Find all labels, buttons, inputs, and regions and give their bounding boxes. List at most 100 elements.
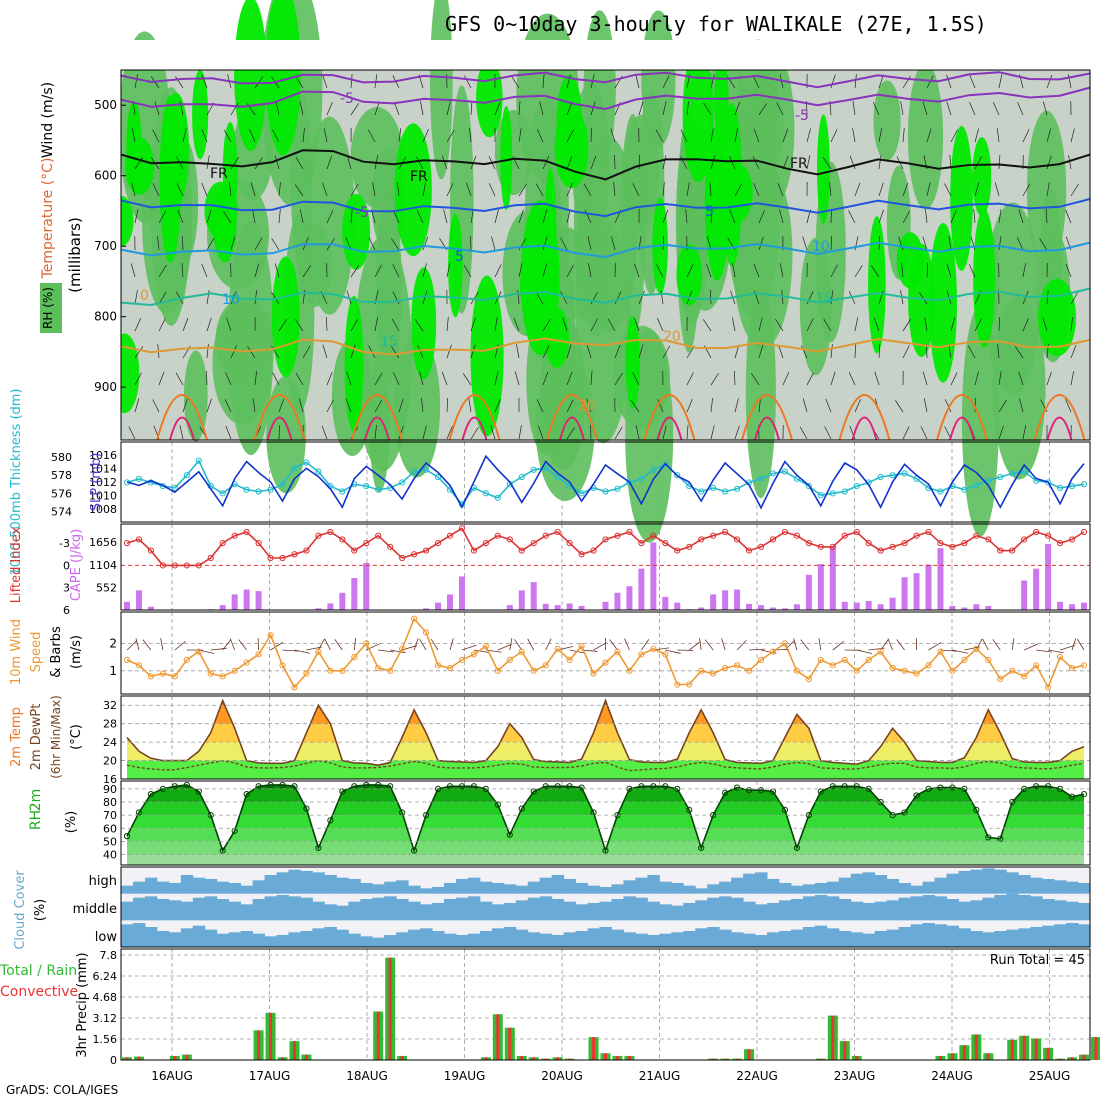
cloud-bar <box>958 928 970 947</box>
cloud-bar <box>946 926 958 947</box>
cloud-bar <box>1030 896 1042 920</box>
cloud-bar <box>719 930 731 947</box>
surface-wind-barb <box>897 640 905 650</box>
cape-bar <box>722 590 728 610</box>
cloud-bar <box>133 923 145 947</box>
surface-wind-barb <box>419 639 426 650</box>
cloud-bar <box>169 900 181 920</box>
cloud-bar <box>755 904 767 920</box>
rh-band <box>121 828 1090 841</box>
cloud-bar <box>875 902 887 921</box>
cloud-bar <box>145 896 157 920</box>
isotherm-label: 5 <box>455 249 464 265</box>
cape-bar <box>985 606 991 610</box>
surface-wind-barb <box>514 639 521 650</box>
cape-bar <box>579 606 585 610</box>
cloud-bar <box>1042 926 1054 947</box>
cloud-bar <box>600 927 612 947</box>
cloud-bar <box>982 868 994 893</box>
surface-wind-barb <box>143 640 151 650</box>
slp-panel-frame <box>121 442 1090 522</box>
cloud-bar <box>552 875 564 894</box>
mask-top <box>121 40 1092 70</box>
cloud-bar <box>564 932 576 947</box>
cloud-bar <box>516 930 528 947</box>
cloud-bar <box>277 872 289 893</box>
rh-tick: 40 <box>103 849 117 862</box>
thickness-tick: 576 <box>51 487 72 500</box>
cloud-bar <box>1006 930 1018 947</box>
cloud-bar <box>456 879 468 894</box>
cloud-bar <box>253 934 265 947</box>
precip-convective-bar <box>843 1041 846 1060</box>
thickness-tick: 578 <box>51 469 72 482</box>
cloud-bar <box>288 932 300 947</box>
precip-convective-bar <box>305 1055 308 1060</box>
cloud-bar <box>288 896 300 920</box>
cloud-bar <box>635 898 647 921</box>
bottom-day-label: 19AUG <box>444 1069 486 1083</box>
cloud-bar <box>695 928 707 947</box>
temperature-axis-label: Temperature (°C) <box>40 158 56 280</box>
cloud-bar <box>348 902 360 921</box>
rh-tick: 80 <box>103 796 117 809</box>
temp-tick: 20 <box>103 755 117 768</box>
cloud-bar <box>1078 883 1090 894</box>
precip-tick: 1.56 <box>93 1033 118 1046</box>
cloud-bar <box>205 930 217 947</box>
cloud-bar <box>432 931 444 947</box>
precip-convective-bar <box>604 1053 607 1060</box>
cloud-bar <box>791 899 803 920</box>
cloud-bar <box>994 931 1006 947</box>
precip-convective-bar <box>616 1056 619 1060</box>
isotherm-label: 10 <box>222 292 240 308</box>
cloud-bar <box>564 902 576 921</box>
cloud-bar <box>492 928 504 947</box>
cloud-bar <box>205 896 217 920</box>
precip-convective-bar <box>831 1016 834 1060</box>
cape-bar <box>363 563 369 610</box>
surface-wind-barb <box>952 650 967 653</box>
surface-wind-barb <box>888 639 893 650</box>
cloud-bar <box>635 878 647 894</box>
cape-bar <box>459 576 465 610</box>
cloud-bar <box>456 935 468 947</box>
cloud-bar <box>408 902 420 921</box>
surface-wind-barb <box>325 639 331 650</box>
cloud-bar <box>755 935 767 947</box>
cloud-bar <box>372 938 384 947</box>
cloud-bar <box>396 899 408 920</box>
cloud-bar <box>576 883 588 894</box>
rh-high-region <box>272 256 300 377</box>
surface-wind-barb <box>794 638 797 650</box>
cloud-bar <box>623 880 635 893</box>
rh-mid-region <box>873 80 900 160</box>
bottom-day-label: 16AUG <box>151 1069 193 1083</box>
cloud-bar <box>647 875 659 894</box>
cloud-bar <box>791 886 803 894</box>
wind10-axis-label: 10m Wind <box>9 619 24 685</box>
cloud-bar <box>312 872 324 893</box>
wind-tick: 1 <box>109 664 117 678</box>
cloud-bar <box>169 883 181 894</box>
cape-bar <box>124 602 130 610</box>
cape-axis-label: CAPE (J/kg) <box>69 529 84 601</box>
cloud-bar <box>420 928 432 947</box>
cloud-bar <box>229 902 241 921</box>
cloud-bar <box>683 931 695 947</box>
cloud-bar <box>923 895 935 920</box>
cloud-bar <box>444 883 456 894</box>
bottom-day-label: 23AUG <box>834 1069 876 1083</box>
cloud-bar <box>384 935 396 947</box>
isotherm-label: 20 <box>578 398 596 414</box>
cloud-bar <box>635 934 647 947</box>
cloud-bar <box>420 888 432 893</box>
cape-bar <box>1069 604 1075 610</box>
cloud-bar <box>647 935 659 947</box>
cloud-bar <box>863 903 875 920</box>
cloud-bar <box>1054 880 1066 893</box>
surface-wind-barb <box>354 638 355 650</box>
cloud-bar <box>887 879 899 894</box>
surface-wind-barb <box>175 641 186 650</box>
